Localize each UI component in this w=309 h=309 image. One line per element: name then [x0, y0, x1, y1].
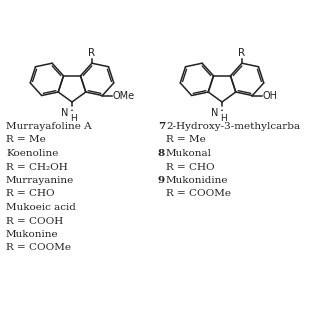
Text: 7: 7 [158, 122, 165, 131]
Text: R = Me: R = Me [166, 136, 206, 145]
Text: R = COOMe: R = COOMe [166, 189, 231, 198]
Text: Murrayanine: Murrayanine [6, 176, 74, 185]
Text: Koenoline: Koenoline [6, 149, 58, 158]
Text: 2-Hydroxy-3-methylcarba: 2-Hydroxy-3-methylcarba [166, 122, 300, 131]
Text: Mukonidine: Mukonidine [166, 176, 228, 185]
Text: R: R [238, 48, 245, 58]
Text: 8: 8 [158, 149, 165, 158]
Text: H: H [220, 114, 227, 123]
Text: 9: 9 [158, 176, 165, 185]
Text: Mukonal: Mukonal [166, 149, 212, 158]
Text: R = CH₂OH: R = CH₂OH [6, 163, 68, 171]
Text: OH: OH [263, 91, 278, 100]
Text: OMe: OMe [113, 91, 135, 100]
Text: Mukoeic acid: Mukoeic acid [6, 203, 76, 212]
Text: R = COOH: R = COOH [6, 217, 63, 226]
Text: N: N [61, 108, 68, 117]
Text: R = CHO: R = CHO [6, 189, 55, 198]
Text: Murrayafoline A: Murrayafoline A [6, 122, 92, 131]
Text: R = Me: R = Me [6, 136, 46, 145]
Text: R = CHO: R = CHO [166, 163, 215, 171]
Text: H: H [70, 114, 77, 123]
Text: R = COOMe: R = COOMe [6, 243, 71, 252]
Text: Mukonine: Mukonine [6, 230, 59, 239]
Text: N: N [211, 108, 218, 117]
Text: R: R [88, 48, 95, 58]
